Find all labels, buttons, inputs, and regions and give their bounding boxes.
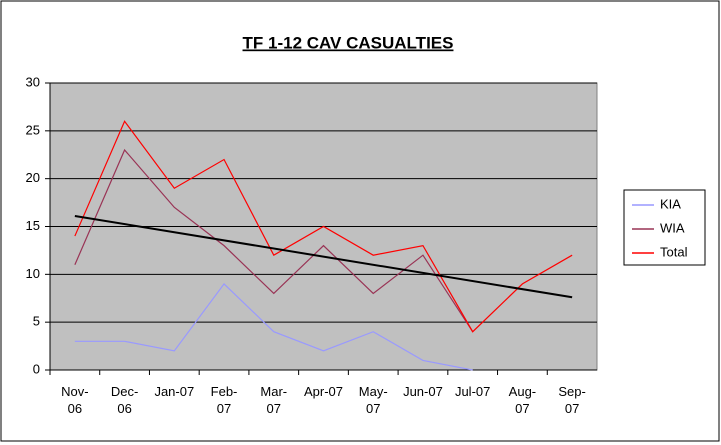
x-tick-label: Apr-07 (303, 384, 344, 399)
x-tick-label: Jul-07 (454, 384, 491, 399)
legend-label: WIA (660, 220, 685, 235)
legend-label: KIA (660, 196, 681, 211)
x-tick-label: Sep-07 (558, 384, 586, 416)
x-tick-label: May-07 (358, 384, 388, 416)
y-tick-label: 20 (26, 170, 40, 185)
trendline (74, 214, 573, 299)
legend-label: Total (660, 244, 688, 259)
series-line (74, 148, 474, 333)
y-tick-label: 0 (33, 361, 40, 376)
x-tick-label: Jun-07 (403, 384, 443, 399)
x-tick-label: Nov-06 (61, 384, 89, 416)
y-tick-label: 15 (26, 218, 40, 233)
y-tick-label: 30 (26, 74, 40, 89)
chart-title: TF 1-12 CAV CASUALTIES (243, 33, 454, 52)
series-line (74, 282, 473, 371)
x-tick-label: Dec-06 (110, 384, 139, 416)
y-tick-label: 5 (33, 314, 40, 329)
x-tick-label: Mar-07 (260, 384, 288, 416)
x-tick-label: Jan-07 (154, 384, 195, 399)
x-tick-label: Aug-07 (508, 384, 537, 416)
x-tick-label: Feb-07 (210, 384, 238, 416)
series-line (74, 120, 573, 333)
y-tick-label: 10 (26, 266, 40, 281)
y-tick-label: 25 (26, 122, 40, 137)
